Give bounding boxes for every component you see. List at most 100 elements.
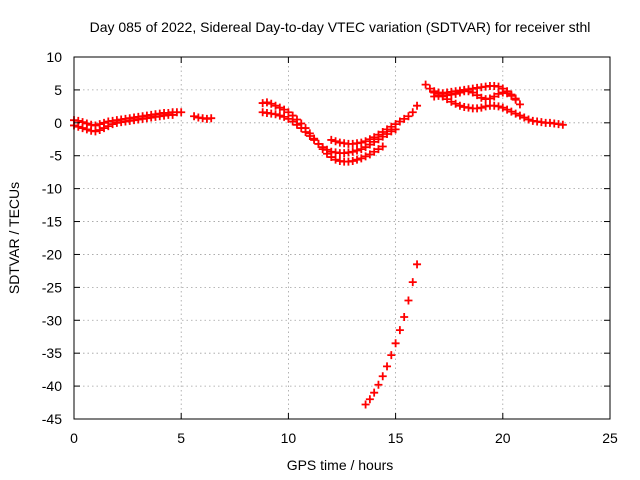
data-point (477, 103, 486, 112)
data-point (378, 372, 387, 381)
x-tick-labels: 0 5 10 15 20 25 (70, 430, 618, 446)
series-sthl-j (430, 88, 567, 129)
data-point (353, 146, 362, 155)
data-point (490, 92, 499, 101)
data-point (494, 102, 503, 111)
grid-lines (74, 57, 610, 419)
x-axis-title: GPS time / hours (287, 457, 394, 473)
data-point (275, 103, 284, 112)
data-point (524, 115, 533, 124)
x-tick-label: 25 (602, 430, 618, 446)
data-point (434, 89, 443, 98)
data-point (361, 152, 370, 161)
data-point (327, 135, 336, 144)
data-point (374, 130, 383, 139)
y-tick-label: -20 (42, 246, 62, 262)
data-point (331, 137, 340, 146)
data-point (280, 112, 289, 121)
data-point (91, 127, 100, 136)
data-point (425, 84, 434, 93)
data-point (503, 105, 512, 114)
data-point (378, 142, 387, 151)
y-tick-label: -5 (50, 148, 63, 164)
x-tick-label: 5 (177, 430, 185, 446)
data-point (280, 105, 289, 114)
data-point (378, 128, 387, 137)
data-point (78, 124, 87, 133)
data-point (383, 362, 392, 371)
data-point (348, 147, 357, 156)
x-tick-label: 15 (388, 430, 404, 446)
data-point (391, 339, 400, 348)
data-point (413, 101, 422, 110)
data-point (271, 110, 280, 119)
data-point (494, 82, 503, 91)
y-tick-label: -10 (42, 181, 62, 197)
data-point (438, 92, 447, 101)
data-point (370, 388, 379, 397)
data-point (275, 111, 284, 120)
data-point (408, 278, 417, 287)
series-sthl-f (327, 101, 422, 148)
y-tick-label: 0 (54, 115, 62, 131)
data-point (473, 91, 482, 100)
data-point (357, 154, 366, 163)
data-point (177, 108, 186, 117)
data-point (301, 128, 310, 137)
data-point (515, 111, 524, 120)
y-tick-label: 10 (46, 49, 62, 65)
data-point (451, 99, 460, 108)
data-point (331, 155, 340, 164)
x-tick-label: 10 (281, 430, 297, 446)
data-point (520, 113, 529, 122)
data-point (262, 98, 271, 107)
data-point (455, 101, 464, 110)
data-point (498, 103, 507, 112)
x-tick-label: 0 (70, 430, 78, 446)
axis-ticks (73, 56, 611, 420)
data-point (297, 124, 306, 133)
data-point (464, 87, 473, 96)
data-point (365, 150, 374, 159)
data-point (288, 117, 297, 126)
series-sthl-g (361, 260, 422, 409)
data-point (348, 156, 357, 165)
data-points (70, 80, 567, 409)
chart-title: Day 085 of 2022, Sidereal Day-to-day VTE… (90, 19, 591, 35)
series-sthl-e (258, 108, 400, 158)
data-point (108, 120, 117, 129)
x-tick-label: 20 (495, 430, 511, 446)
data-point (400, 114, 409, 123)
data-point (100, 124, 109, 133)
data-point (404, 112, 413, 121)
data-point (485, 94, 494, 103)
data-point (190, 112, 199, 121)
data-point (413, 260, 422, 269)
data-point (284, 114, 293, 123)
data-point (395, 326, 404, 335)
data-point (468, 88, 477, 97)
data-point (383, 125, 392, 134)
data-point (365, 135, 374, 144)
data-point (507, 91, 516, 100)
data-point (361, 137, 370, 146)
data-point (447, 97, 456, 106)
data-point (74, 122, 83, 131)
data-point (104, 122, 113, 131)
data-point (511, 109, 520, 118)
y-tick-label: -30 (42, 312, 62, 328)
data-point (387, 122, 396, 131)
data-point (357, 138, 366, 147)
data-point (370, 147, 379, 156)
data-point (353, 155, 362, 164)
data-point (361, 400, 370, 409)
data-point (168, 110, 177, 119)
data-point (374, 145, 383, 154)
data-point (455, 88, 464, 97)
data-point (400, 312, 409, 321)
data-point (408, 108, 417, 117)
data-point (95, 126, 104, 135)
plot-frame (73, 56, 611, 420)
y-axis-title: SDTVAR / TECUs (6, 182, 22, 294)
